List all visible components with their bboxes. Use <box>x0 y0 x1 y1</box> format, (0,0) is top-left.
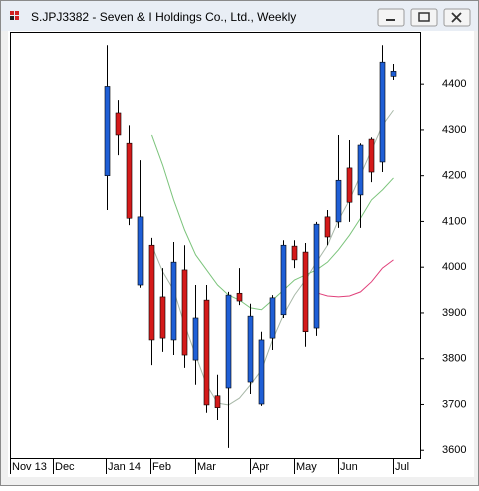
y-tick-label: 4200 <box>442 170 466 182</box>
candle-body <box>192 317 199 361</box>
y-tick-label: 3600 <box>442 444 466 456</box>
candle-body <box>236 292 243 302</box>
candle-body <box>346 167 353 203</box>
candle-body <box>159 296 166 339</box>
y-tick-label: 3700 <box>442 398 466 410</box>
candle-body <box>126 142 133 219</box>
candle-body <box>280 244 287 316</box>
candle-body <box>115 112 122 136</box>
candle-body <box>203 299 210 406</box>
y-tick-label: 4100 <box>442 215 466 227</box>
candle-body <box>170 261 177 341</box>
y-tick-label: 4000 <box>442 261 466 273</box>
candle-body <box>269 297 276 339</box>
candle-body <box>225 294 232 389</box>
plot-frame <box>10 32 421 459</box>
candle-body <box>258 339 265 405</box>
chart-background <box>8 31 474 477</box>
y-tick-label: 4400 <box>442 78 466 90</box>
close-button[interactable] <box>443 8 471 27</box>
window-title: S.JPJ3382 - Seven & I Holdings Co., Ltd.… <box>31 10 296 24</box>
candle-body <box>247 315 254 383</box>
candle-body <box>302 251 309 333</box>
y-tick-label: 3800 <box>442 353 466 365</box>
candle-body <box>104 86 111 176</box>
candle-body <box>313 223 320 329</box>
x-tick-label: May <box>296 461 317 473</box>
x-tick-label: Nov 13 <box>12 461 47 473</box>
restore-button[interactable] <box>410 8 438 27</box>
moving-average-line <box>316 259 394 298</box>
candle-body <box>181 269 188 356</box>
candle-body <box>335 179 342 223</box>
candle-body <box>214 395 221 408</box>
x-tick-label: Mar <box>197 461 216 473</box>
x-tick-label: Feb <box>152 461 171 473</box>
candle-body <box>148 244 155 341</box>
candle-body <box>379 61 386 163</box>
x-tick-label: Jan 14 <box>108 461 141 473</box>
candle-body <box>324 216 331 238</box>
candle-body <box>291 245 298 261</box>
x-tick-label: Jul <box>395 461 409 473</box>
x-tick-label: Jun <box>340 461 358 473</box>
y-tick-label: 3900 <box>442 307 466 319</box>
y-tick-label: 4300 <box>442 124 466 136</box>
x-tick-label: Apr <box>252 461 269 473</box>
x-tick-label: Dec <box>55 461 75 473</box>
app-icon <box>10 11 19 20</box>
candle-body <box>390 71 397 77</box>
minimize-button[interactable] <box>377 8 405 27</box>
candle-body <box>137 216 144 286</box>
candle-body <box>357 144 364 196</box>
candle-body <box>368 138 375 173</box>
